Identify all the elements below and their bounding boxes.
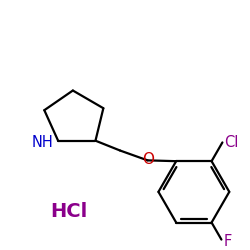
Text: HCl: HCl: [50, 202, 88, 221]
Text: NH: NH: [32, 135, 53, 150]
Text: O: O: [142, 152, 154, 167]
Text: F: F: [224, 234, 232, 249]
Text: Cl: Cl: [224, 135, 239, 150]
